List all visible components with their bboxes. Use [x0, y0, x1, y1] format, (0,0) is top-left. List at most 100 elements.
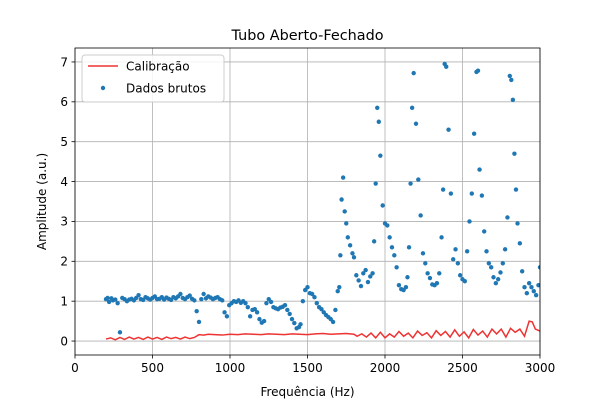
- dados-brutos-point: [437, 271, 442, 276]
- dados-brutos-point: [512, 151, 517, 156]
- dados-brutos-point: [305, 285, 310, 290]
- dados-brutos-point: [467, 219, 472, 224]
- dados-brutos-point: [418, 213, 423, 218]
- dados-brutos-point: [444, 64, 449, 69]
- calibracao-line: [105, 320, 540, 341]
- dados-brutos-point: [113, 297, 118, 302]
- dados-brutos-point: [451, 257, 456, 262]
- dados-brutos-point: [309, 291, 315, 297]
- legend: Calibração Dados brutos: [81, 54, 225, 103]
- dados-brutos-point: [536, 283, 540, 288]
- x-tick-label: 2000: [370, 361, 401, 375]
- dados-brutos-point: [505, 215, 510, 220]
- dados-brutos-point: [287, 311, 292, 317]
- dados-brutos-point: [363, 267, 368, 273]
- dados-brutos-point: [373, 181, 378, 186]
- dados-brutos-point: [344, 221, 349, 226]
- y-tick-label: 2: [60, 255, 68, 269]
- dados-brutos-point: [245, 304, 251, 310]
- dados-brutos-point: [196, 319, 202, 325]
- dados-brutos-point: [434, 281, 440, 286]
- y-tick-label: 5: [60, 135, 68, 149]
- dados-brutos-point: [462, 279, 468, 284]
- dados-brutos-point: [136, 292, 141, 298]
- dados-brutos-point: [338, 253, 343, 258]
- dados-brutos-point: [192, 298, 197, 303]
- dados-brutos-point: [475, 68, 481, 73]
- dados-brutos-point: [339, 197, 344, 202]
- dados-brutos-point: [371, 239, 377, 244]
- dados-brutos-point: [507, 73, 512, 79]
- plot-series: [103, 61, 540, 341]
- dados-brutos-point: [515, 221, 520, 226]
- dados-brutos-point: [409, 105, 415, 111]
- dados-brutos-point: [345, 235, 350, 240]
- dados-brutos-point: [337, 285, 342, 290]
- dados-brutos-point: [201, 291, 206, 297]
- dados-brutos-point: [268, 299, 274, 305]
- dados-brutos-point: [509, 77, 514, 83]
- dados-brutos-point: [350, 251, 355, 256]
- dados-brutos-point: [264, 300, 269, 306]
- dados-brutos-point: [469, 191, 474, 196]
- dados-brutos-point: [488, 265, 494, 270]
- dados-brutos-point: [385, 223, 390, 228]
- dados-brutos-point: [403, 285, 409, 290]
- dados-brutos-point: [285, 307, 290, 313]
- x-tick-label: 1500: [292, 361, 323, 375]
- dados-brutos-point: [457, 273, 463, 278]
- dados-brutos-point: [405, 275, 410, 280]
- legend-dados-brutos-swatch: [100, 85, 106, 91]
- dados-brutos-point: [376, 119, 381, 124]
- dados-brutos-point: [389, 245, 395, 250]
- dados-brutos-point: [498, 270, 503, 275]
- dados-brutos-point: [105, 295, 110, 301]
- dados-brutos-point: [380, 203, 385, 208]
- dados-brutos-point: [522, 285, 527, 290]
- dados-brutos-point: [335, 289, 340, 294]
- dados-brutos-point: [482, 229, 487, 234]
- dados-brutos-point: [224, 314, 230, 319]
- dados-brutos-point: [252, 306, 257, 312]
- y-tick-label: 0: [60, 334, 68, 348]
- y-axis-label: Amplitude (a.u.): [35, 153, 49, 250]
- x-axis-label: Frequência (Hz): [260, 385, 354, 399]
- chart-title: Tubo Aberto-Fechado: [230, 28, 383, 44]
- dados-brutos-point: [254, 310, 260, 315]
- dados-brutos-point: [479, 193, 485, 198]
- dados-brutos-point: [517, 241, 523, 246]
- x-tick-label: 1000: [215, 361, 246, 375]
- dados-brutos-point: [423, 261, 428, 266]
- dados-brutos-point: [199, 296, 204, 302]
- dados-brutos-point: [115, 300, 120, 306]
- dados-brutos-point: [477, 167, 482, 172]
- dados-brutos-point: [347, 243, 353, 248]
- dados-brutos-point: [257, 316, 262, 322]
- dados-brutos-point: [298, 322, 303, 327]
- dados-brutos-point: [247, 314, 253, 319]
- y-tick-label: 6: [60, 95, 68, 109]
- y-axis-ticks: 0 1 2 3 4 5 6 7: [60, 55, 75, 348]
- dados-brutos-point: [519, 269, 525, 274]
- y-tick-label: 3: [60, 215, 68, 229]
- dados-brutos-point: [411, 70, 416, 76]
- dados-brutos-point: [392, 253, 397, 258]
- dados-brutos-point: [378, 153, 383, 158]
- dados-brutos-point: [261, 318, 267, 324]
- dados-brutos-point: [420, 251, 426, 256]
- dados-brutos-point: [243, 300, 248, 306]
- dados-brutos-point: [531, 289, 536, 294]
- dados-brutos-point: [220, 298, 225, 303]
- dados-brutos-point: [106, 299, 112, 305]
- legend-dados-brutos-label: Dados brutos: [126, 82, 206, 96]
- dados-brutos-point: [471, 131, 477, 136]
- dados-brutos-point: [375, 105, 380, 111]
- dados-brutos-point: [194, 308, 199, 314]
- x-tick-label: 3000: [525, 361, 556, 375]
- x-axis-ticks: 0 500 1000 1500 2000 2500 3000: [71, 355, 555, 375]
- dados-brutos-point: [427, 275, 433, 281]
- dados-brutos-point: [493, 281, 499, 286]
- dados-brutos-point: [413, 121, 419, 126]
- dados-brutos-point: [354, 273, 359, 278]
